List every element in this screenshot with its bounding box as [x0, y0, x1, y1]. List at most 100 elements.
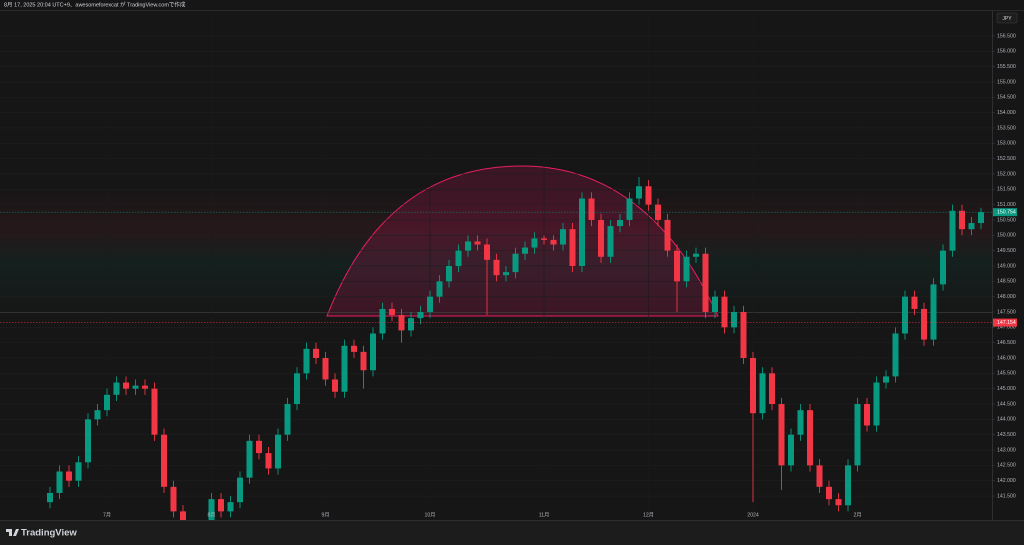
candle-body [408, 318, 414, 331]
candle-body [417, 311, 424, 319]
y-tick-label: 155.000 [997, 79, 1016, 85]
y-tick-label: 156.500 [997, 33, 1016, 39]
candle-body [512, 253, 519, 273]
candle-body [873, 382, 880, 426]
candle-body [807, 410, 813, 466]
candle-body [911, 296, 918, 309]
candle-body [303, 348, 310, 374]
y-tick-label: 144.500 [997, 401, 1016, 407]
candle-body [892, 333, 899, 377]
y-tick-label: 151.000 [997, 202, 1016, 208]
candle-body [569, 229, 576, 266]
y-tick-label: 152.500 [997, 156, 1016, 162]
candle-body [322, 358, 329, 380]
candle-body [541, 238, 547, 240]
candle-body [759, 373, 766, 414]
candle-body [978, 212, 984, 224]
header-text: 8月 17, 2025 20:04 UTC+9、awesomeforexcat … [4, 0, 186, 8]
candle-body [636, 186, 642, 199]
candle-body [151, 388, 158, 435]
candle-body [237, 477, 243, 503]
candle-body [930, 284, 937, 340]
candle-body [180, 511, 186, 520]
candle-body [560, 229, 566, 245]
y-tick-label: 147.000 [997, 325, 1016, 331]
candle-body [360, 351, 367, 371]
candle-body [351, 345, 357, 352]
y-tick-label: 153.500 [997, 125, 1016, 131]
candle-body [389, 308, 395, 316]
y-tick-label: 154.000 [997, 110, 1016, 116]
y-tick-label: 147.500 [997, 309, 1016, 315]
candle-body [493, 259, 500, 276]
y-tick-label: 155.500 [997, 64, 1016, 70]
candle-body [113, 382, 120, 395]
candle-body [968, 223, 975, 230]
x-tick-label: 12月 [643, 511, 654, 518]
candle-body [750, 358, 756, 414]
y-tick-label: 145.500 [997, 371, 1016, 377]
plot-area [0, 12, 992, 520]
candle-body [740, 311, 747, 359]
candle-body [332, 379, 338, 392]
x-tick-label: 11月 [539, 511, 550, 518]
x-tick-label: 10月 [425, 511, 436, 518]
candle-body [484, 244, 490, 260]
candle-body [227, 502, 234, 512]
candle-body [854, 404, 861, 466]
candle-body [788, 434, 794, 466]
candle-body [550, 239, 557, 245]
logo-text: TradingView [21, 527, 77, 538]
candle-body [845, 465, 851, 506]
candle-body [123, 382, 129, 389]
candle-body [246, 440, 253, 478]
candle-body [778, 404, 785, 466]
candle-body [522, 247, 528, 254]
candle-body [56, 471, 63, 493]
candle-body [826, 486, 832, 500]
candle-body [132, 385, 139, 389]
candle-body [579, 198, 585, 266]
candle-body [835, 499, 842, 506]
candle-body [712, 296, 718, 312]
candle-body [921, 308, 927, 340]
y-tick-label: 148.500 [997, 279, 1016, 285]
candle-body [465, 241, 471, 251]
y-tick-label: 151.500 [997, 187, 1016, 193]
candle-body [731, 311, 737, 328]
candle-body [104, 394, 110, 411]
y-tick-label: 146.000 [997, 355, 1016, 361]
y-tick-label: 152.000 [997, 171, 1016, 177]
candle-body [598, 219, 604, 257]
x-tick-label: 8月 [207, 511, 215, 518]
x-tick-label: 7月 [103, 511, 111, 518]
y-tick-label: 153.000 [997, 141, 1016, 147]
y-tick-label: 141.500 [997, 493, 1016, 499]
y-tick-label: 143.500 [997, 432, 1016, 438]
candle-body [683, 256, 690, 282]
y-tick-label: 148.000 [997, 294, 1016, 300]
y-tick-label: 156.000 [997, 49, 1016, 55]
y-tick-label: 142.500 [997, 463, 1016, 469]
candle-body [370, 333, 376, 371]
y-tick-label: 142.000 [997, 478, 1016, 484]
candle-body [170, 486, 177, 512]
candle-body [721, 296, 728, 328]
candle-body [664, 219, 671, 251]
candle-body [218, 499, 224, 512]
candle-body [66, 471, 72, 481]
candle-body [455, 250, 462, 266]
candle-body [275, 434, 281, 469]
x-tick-label: 9月 [321, 511, 329, 518]
x-tick-label: 2月 [853, 511, 861, 518]
price-tag [993, 318, 1017, 327]
candle-body [265, 453, 272, 469]
candle-body [85, 419, 91, 463]
candle-body [797, 410, 804, 435]
candle-body [284, 404, 291, 435]
candle-body [864, 404, 870, 426]
currency-box [996, 12, 1018, 24]
y-tick-label: 145.000 [997, 386, 1016, 392]
